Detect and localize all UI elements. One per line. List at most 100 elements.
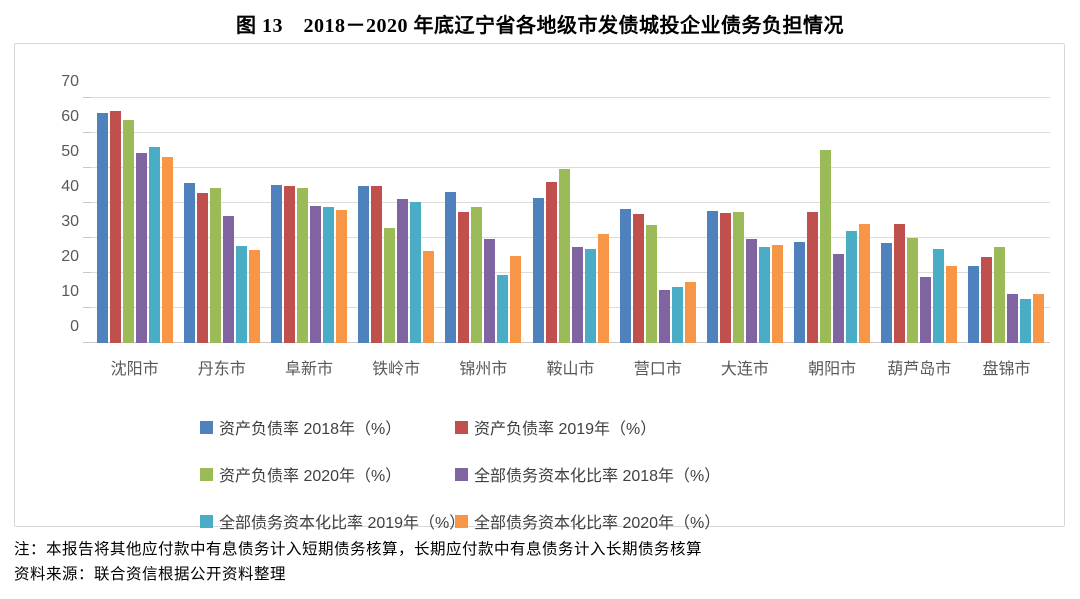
bar-group-铁岭市	[353, 98, 440, 343]
legend-item-0: 资产负债率 2018年（%）	[200, 415, 455, 439]
gridline-y-10	[91, 307, 1050, 308]
y-tick-50	[83, 167, 91, 168]
bar	[571, 247, 583, 343]
x-axis-label-丹东市: 丹东市	[197, 361, 246, 378]
gridline-y-40	[91, 202, 1050, 203]
y-axis-label-30: 30	[61, 213, 79, 230]
y-axis-label-50: 50	[61, 143, 79, 160]
bar-group-丹东市	[178, 98, 265, 343]
bar	[745, 238, 757, 343]
bar	[807, 211, 819, 343]
x-axis-label-大连市: 大连市	[720, 361, 769, 378]
plot-area: 0 10 20 30 40 50 60 70	[61, 74, 1050, 343]
bar	[196, 192, 208, 343]
legend-swatch-icon	[455, 514, 468, 528]
bar	[335, 209, 347, 343]
bar	[584, 248, 596, 343]
bar-group-葫芦岛市	[876, 98, 963, 343]
bar	[981, 257, 993, 343]
bar	[732, 212, 744, 343]
bar	[497, 274, 509, 343]
legend: 资产负债率 2018年（%） 资产负债率 2019年（%） 资产负债率 2020年（…	[200, 415, 720, 533]
bar	[881, 243, 893, 343]
bar	[148, 147, 160, 343]
gridline-y-60	[91, 132, 1050, 133]
legend-item-2: 资产负债率 2020年（%）	[200, 462, 455, 486]
y-tick-0	[83, 342, 91, 343]
bar	[1007, 294, 1019, 343]
legend-item-3: 全部债务资本化比率 2018年（%）	[455, 462, 720, 486]
bar	[371, 185, 383, 343]
gridline-y-20	[91, 272, 1050, 273]
bar	[994, 246, 1006, 343]
page-title: 图 13 2018－2020 年底辽宁省各地级市发债城投企业债务负担情况	[236, 15, 844, 37]
bar	[794, 241, 806, 343]
legend-label: 全部债务资本化比率 2020年（%）	[474, 515, 721, 532]
x-axis-label-鞍山市: 鞍山市	[546, 361, 595, 378]
bar	[109, 110, 121, 343]
bar	[684, 281, 696, 343]
gridline-y-50	[91, 167, 1050, 168]
bar-group-阜新市	[265, 98, 352, 343]
x-axis-label-葫芦岛市: 葫芦岛市	[887, 361, 952, 378]
y-axis-label-10: 10	[61, 283, 79, 300]
bar	[235, 246, 247, 343]
bar	[671, 286, 683, 343]
bar	[833, 254, 845, 343]
bar-group-营口市	[614, 98, 701, 343]
bar	[471, 206, 483, 343]
bar	[135, 152, 147, 343]
bar	[283, 185, 295, 343]
bar	[358, 185, 370, 343]
gridline-y-70	[91, 97, 1050, 98]
footnotes: 注：本报告将其他应付款中有息债务计入短期债务核算，长期应付款中有息债务计入长期债…	[14, 537, 1069, 587]
bar	[859, 224, 871, 343]
y-axis-label-0: 0	[70, 318, 79, 335]
bar	[1020, 299, 1032, 343]
y-tick-40	[83, 202, 91, 203]
y-axis-label-60: 60	[61, 108, 79, 125]
bar	[968, 266, 980, 343]
y-tick-20	[83, 272, 91, 273]
gridline-y-30	[91, 237, 1050, 238]
footnote-method: 注：本报告将其他应付款中有息债务计入短期债务核算，长期应付款中有息债务计入长期债…	[14, 541, 703, 558]
y-axis-label-70: 70	[61, 73, 79, 90]
x-axis-label-沈阳市: 沈阳市	[110, 361, 159, 378]
bar	[619, 209, 631, 343]
bar	[532, 198, 544, 343]
bar	[322, 207, 334, 343]
legend-item-1: 资产负债率 2019年（%）	[455, 415, 720, 439]
legend-label: 资产负债率 2020年（%）	[219, 468, 402, 485]
bar	[458, 212, 470, 343]
bar	[161, 157, 173, 343]
bar	[248, 250, 260, 343]
plot-outer: 0 10 20 30 40 50 60 70 沈阳市 丹东市 阜新市 铁岭市 锦州市 鞍山市 营口市 大连市…	[61, 74, 1050, 379]
legend-label: 全部债务资本化比率 2019年（%）	[219, 515, 466, 532]
bar	[771, 244, 783, 343]
legend-item-5: 全部债务资本化比率 2020年（%）	[455, 509, 720, 533]
bar	[222, 216, 234, 343]
chart-container: 0 10 20 30 40 50 60 70 沈阳市 丹东市 阜新市 铁岭市 锦州市 鞍山市 营口市 大连市…	[14, 43, 1065, 532]
bar-group-鞍山市	[527, 98, 614, 343]
y-axis-label-40: 40	[61, 178, 79, 195]
legend-swatch-icon	[200, 467, 213, 481]
bar	[820, 149, 832, 343]
legend-swatch-icon	[200, 514, 213, 528]
bar-groups	[91, 98, 1050, 343]
y-tick-30	[83, 237, 91, 238]
bar	[597, 234, 609, 343]
bar	[946, 266, 958, 343]
bar	[445, 192, 457, 343]
bar	[296, 187, 308, 343]
bar	[758, 247, 770, 343]
bar	[719, 213, 731, 343]
legend-swatch-icon	[455, 467, 468, 481]
bar	[183, 182, 195, 343]
bar	[484, 238, 496, 343]
y-tick-70	[83, 97, 91, 98]
bar	[706, 210, 718, 343]
bar	[558, 168, 570, 343]
x-axis-label-朝阳市: 朝阳市	[808, 361, 857, 378]
bar	[894, 224, 906, 343]
y-tick-10	[83, 307, 91, 308]
